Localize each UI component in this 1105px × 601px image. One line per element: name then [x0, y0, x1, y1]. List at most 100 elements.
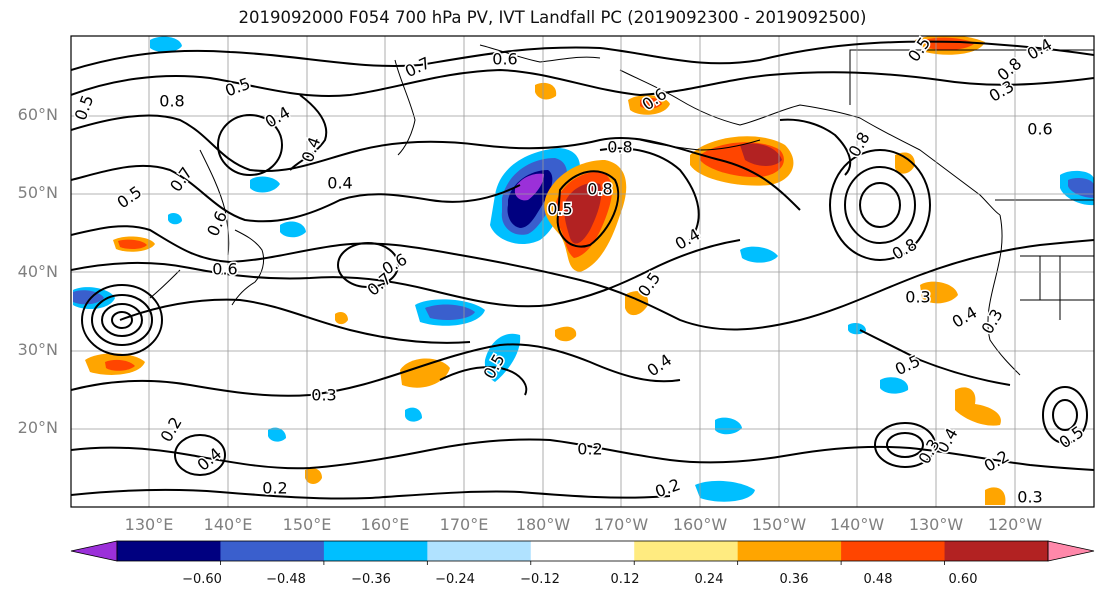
colorbar-segment: [323, 541, 428, 561]
pv-contour: [71, 239, 741, 308]
colorbar-frame: [116, 540, 1049, 562]
map-title: 2019092000 F054 700 hPa PV, IVT Landfall…: [238, 8, 867, 27]
pv-contour: [71, 164, 521, 223]
contour-label: 0.8: [159, 92, 184, 111]
negative-anomaly-small: [280, 221, 306, 238]
contour-label: 0.8: [607, 138, 632, 157]
pv-contour: [779, 118, 852, 176]
lon-label-180w: 180°W: [515, 515, 571, 534]
contour-label: 0.4: [327, 174, 352, 193]
colorbar-extend-high: [1047, 540, 1095, 562]
map-frame: [70, 35, 1095, 508]
colorbar-tick-label: 0.36: [779, 572, 809, 587]
pv-contour-loop: [886, 432, 924, 458]
graticule: [71, 36, 1094, 507]
japan-coast: [231, 229, 265, 306]
positive-anomaly-gulf-core: [740, 143, 782, 166]
colorbar-segment: [944, 541, 1049, 561]
colorbar-segment: [530, 541, 635, 561]
positive-anomaly-small: [118, 239, 147, 250]
negative-anomaly-small: [715, 417, 742, 435]
colorbar-tick-label: −0.36: [351, 572, 391, 587]
lon-label-120w: 120°W: [987, 515, 1043, 534]
pv-contour-loop: [874, 422, 936, 468]
negative-anomaly-small: [150, 36, 182, 53]
contour-label: 0.5: [547, 200, 572, 219]
lon-label-160e: 160°E: [360, 515, 410, 534]
contour-label: 0.6: [1027, 120, 1052, 139]
pv-contour-loop: [91, 294, 153, 346]
lon-label-150w: 150°W: [751, 515, 807, 534]
colorbar-tick-label: −0.12: [520, 572, 560, 587]
pv-contour: [119, 298, 471, 344]
lat-label-20n: 20°N: [17, 418, 58, 437]
contour-label: 0.6: [212, 260, 237, 279]
pv-contours: [71, 40, 1094, 500]
pv-contour: [71, 225, 1094, 331]
colorbar-segment: [117, 541, 221, 561]
contour-label: 0.2: [577, 440, 602, 459]
pv-contour-loop: [859, 182, 901, 228]
pv-contour-loop: [844, 166, 916, 244]
contour-label: 0.3: [905, 288, 930, 307]
colorbar-segment: [220, 541, 325, 561]
negative-anomaly-small: [268, 427, 286, 442]
positive-anomaly-small: [640, 97, 662, 109]
positive-anomaly-small: [400, 358, 450, 388]
pv-contour-loop: [1052, 399, 1078, 431]
shaded-anomalies: [73, 36, 1094, 505]
pv-contour-loop: [81, 284, 163, 356]
lon-label-170e: 170°E: [439, 515, 489, 534]
colorbar-tick-label: 0.48: [863, 572, 893, 587]
pv-contour: [599, 147, 700, 241]
contour-label: 0.3: [1017, 488, 1042, 507]
pv-contour: [71, 488, 671, 500]
positive-anomaly-center-core: [564, 182, 602, 244]
positive-anomaly-small: [895, 152, 915, 174]
canada-border: [849, 49, 1094, 105]
contour-label: 0.6: [492, 50, 517, 69]
lon-label-170w: 170°W: [593, 515, 649, 534]
positive-anomaly-small: [535, 82, 557, 100]
pv-contour-loop: [111, 311, 133, 329]
colorbar-extend-low: [70, 540, 118, 562]
negative-anomaly-small: [695, 480, 755, 502]
positive-anomaly-small: [985, 487, 1006, 505]
negative-anomaly-small: [425, 304, 475, 320]
contour-label: 0.2: [262, 479, 287, 498]
lon-label-140e: 140°E: [203, 515, 253, 534]
lon-label-130e: 130°E: [124, 515, 174, 534]
map-area: [71, 36, 1094, 507]
colorbar-segment: [737, 541, 842, 561]
colorbar-segment: [634, 541, 739, 561]
pv-contour: [71, 114, 801, 211]
lat-label-50n: 50°N: [17, 183, 58, 202]
lat-label-30n: 30°N: [17, 340, 58, 359]
colorbar-tick-label: 0.12: [610, 572, 640, 587]
negative-anomaly-small: [740, 246, 778, 263]
us-state-lines: [1020, 255, 1094, 320]
colorbar-tick-label: 0.60: [948, 572, 978, 587]
lat-label-60n: 60°N: [17, 105, 58, 124]
lon-label-140w: 140°W: [829, 515, 885, 534]
positive-anomaly-small: [555, 326, 577, 342]
positive-anomaly-small: [920, 281, 958, 304]
colorbar-tick-label: −0.24: [435, 572, 475, 587]
pv-contour: [556, 170, 620, 248]
pv-contour: [439, 366, 528, 396]
lat-label-40n: 40°N: [17, 262, 58, 281]
pv-contour-loop: [1042, 386, 1088, 444]
negative-anomaly-small: [405, 407, 422, 422]
negative-anomaly-small: [168, 213, 182, 225]
coastlines: [149, 44, 1094, 376]
contour-label: 0.3: [311, 386, 336, 405]
negative-anomaly-small: [1068, 178, 1094, 198]
positive-anomaly-small: [305, 468, 322, 484]
pv-contour-loop: [174, 434, 226, 476]
pv-contour: [71, 68, 1094, 98]
north-america-west-coast: [987, 214, 1021, 376]
contour-label: 0.8: [587, 180, 612, 199]
colorbar-tick-label: −0.60: [182, 572, 222, 587]
pv-contour-loop: [829, 149, 931, 261]
pv-contour-loop: [217, 114, 283, 176]
